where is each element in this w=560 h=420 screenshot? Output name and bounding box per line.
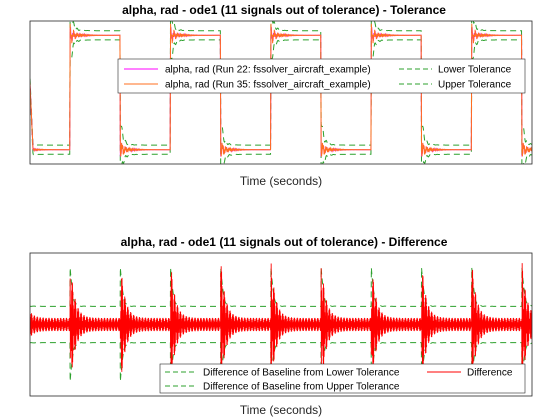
tolerance-legend-box bbox=[117, 58, 526, 94]
legend-label-lower-tol: Lower Tolerance bbox=[438, 65, 512, 76]
legend-label-diff-lower: Difference of Baseline from Lower Tolera… bbox=[203, 368, 400, 379]
series-lower-tolerance bbox=[30, 39, 532, 164]
difference-axes-box bbox=[29, 252, 533, 397]
difference-plot: alpha, rad - ode1 (11 signals out of tol… bbox=[29, 235, 533, 417]
difference-series-group bbox=[30, 263, 532, 389]
tolerance-legend[interactable]: alpha, rad (Run 22: fssolver_aircraft_ex… bbox=[117, 58, 526, 94]
series-upper-tolerance bbox=[30, 21, 532, 146]
legend-label-run35: alpha, rad (Run 35: fssolver_aircraft_ex… bbox=[165, 80, 371, 91]
difference-xlabel: Time (seconds) bbox=[240, 403, 322, 417]
tolerance-axes-box bbox=[29, 20, 533, 165]
legend-label-difference: Difference bbox=[467, 368, 513, 379]
difference-legend-box bbox=[159, 363, 526, 394]
legend-label-diff-upper: Difference of Baseline from Upper Tolera… bbox=[203, 382, 400, 393]
difference-title: alpha, rad - ode1 (11 signals out of tol… bbox=[121, 235, 448, 249]
difference-legend[interactable]: Difference of Baseline from Lower Tolera… bbox=[159, 363, 526, 394]
legend-label-run22: alpha, rad (Run 22: fssolver_aircraft_ex… bbox=[165, 65, 371, 76]
tolerance-series-group bbox=[30, 21, 532, 164]
tolerance-xlabel: Time (seconds) bbox=[240, 174, 322, 188]
tolerance-title: alpha, rad - ode1 (11 signals out of tol… bbox=[122, 3, 446, 17]
series-difference bbox=[30, 263, 532, 389]
series-diff-upper-tolerance bbox=[30, 267, 532, 307]
tolerance-plot: alpha, rad - ode1 (11 signals out of tol… bbox=[29, 3, 533, 188]
series-diff-lower-tolerance bbox=[30, 342, 532, 382]
series-run-35 bbox=[30, 23, 532, 157]
legend-label-upper-tol: Upper Tolerance bbox=[438, 80, 512, 91]
